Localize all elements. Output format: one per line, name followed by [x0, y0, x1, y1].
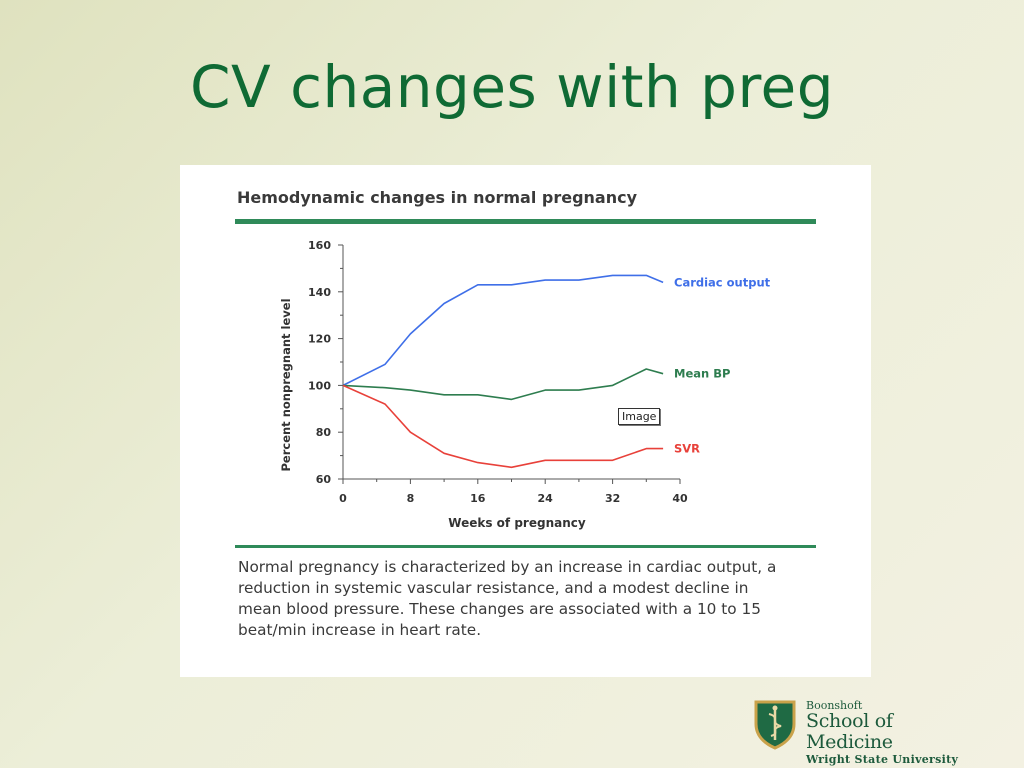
figure-caption: Normal pregnancy is characterized by an …: [238, 558, 777, 639]
logo-line-2: School of Medicine: [806, 710, 893, 753]
x-tick-label: 40: [672, 492, 688, 505]
y-tick-label: 120: [308, 333, 331, 346]
series-line-mean-bp: [342, 368, 664, 401]
y-tick-label: 100: [308, 379, 331, 392]
series-line-cardiac-output: [342, 274, 664, 387]
series-line-svr: [342, 384, 664, 469]
logo-line-3: Wright State University: [806, 753, 959, 766]
x-axis-label: Weeks of pregnancy: [448, 516, 586, 530]
x-tick-label: 24: [538, 492, 554, 505]
x-tick-label: 8: [407, 492, 415, 505]
y-tick-label: 160: [308, 239, 331, 252]
series-label-svr: SVR: [674, 442, 700, 456]
x-tick-label: 0: [339, 492, 347, 505]
x-tick-label: 16: [470, 492, 486, 505]
x-tick-label: 32: [605, 492, 620, 505]
image-tooltip: Image: [618, 408, 661, 425]
series-label-mean-bp: Mean BP: [674, 367, 730, 381]
y-tick-label: 60: [316, 473, 332, 486]
series-label-cardiac-output: Cardiac output: [674, 275, 771, 289]
bottom-divider: [235, 545, 816, 548]
logo-line-1: Boonshoft: [806, 699, 863, 712]
y-tick-label: 140: [308, 286, 331, 299]
y-tick-label: 80: [316, 426, 332, 439]
top-divider: [235, 219, 816, 224]
school-logo: Boonshoft School of Medicine Wright Stat…: [752, 698, 967, 766]
figure-panel: Hemodynamic changes in normal pregnancy …: [180, 165, 871, 677]
line-chart: 60 80 100 120 140 160 0 8 16 24 32 40 Cardiac outpu…: [279, 239, 771, 530]
slide-title: CV changes with preg: [189, 53, 835, 121]
shield-caduceus-icon: [754, 700, 796, 750]
y-axis-label: Percent nonpregnant level: [279, 298, 293, 471]
chart-title: Hemodynamic changes in normal pregnancy: [237, 188, 638, 207]
